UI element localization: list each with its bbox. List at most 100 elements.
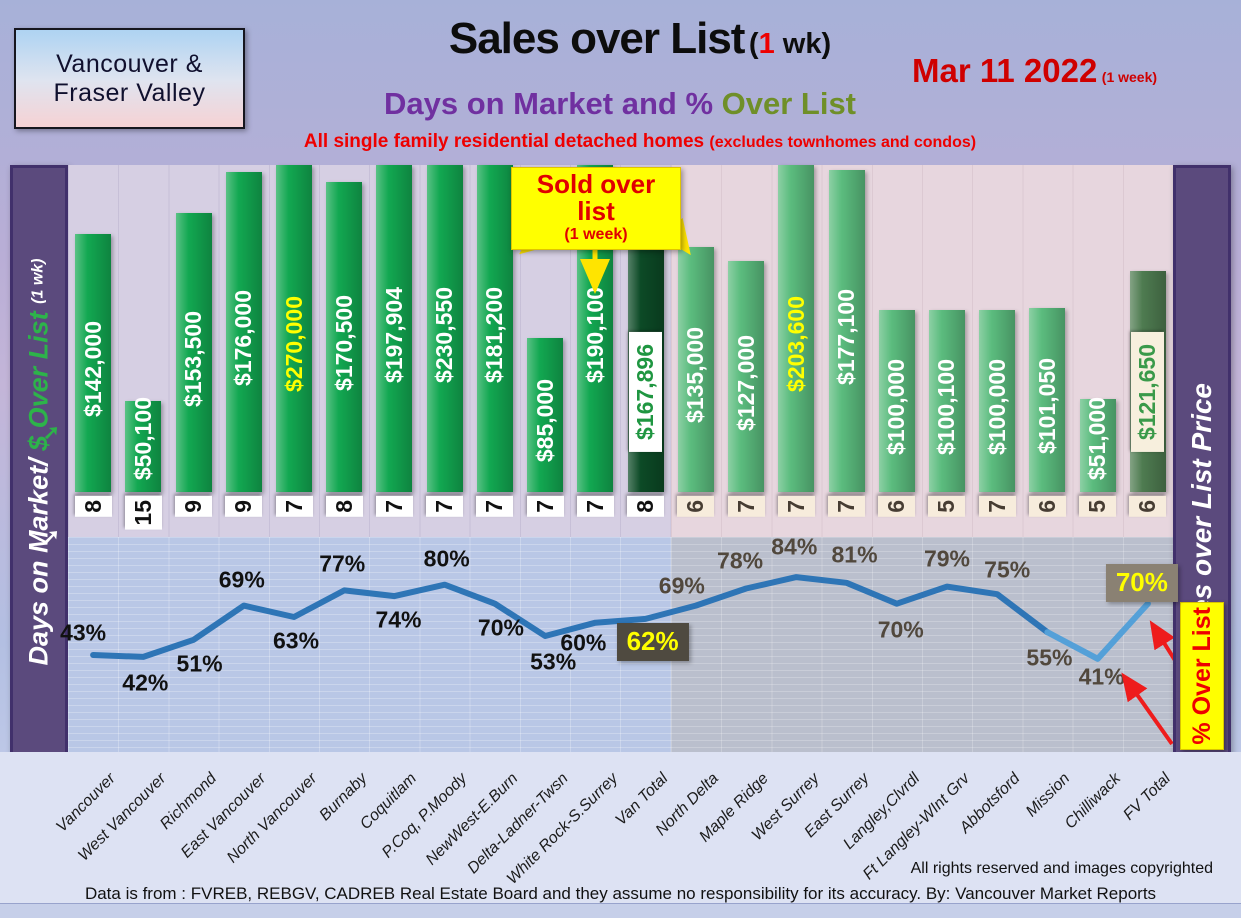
bar-value-fv-total: $121,650 xyxy=(1130,332,1166,452)
pct-over-list-east-surrey: 81% xyxy=(831,541,878,568)
days-on-market-value: 5 xyxy=(1079,496,1117,517)
bar-value-maple-ridge: $127,000 xyxy=(728,335,764,431)
pct-over-list-mission: 55% xyxy=(1026,644,1073,671)
bar-value-newwest-e-burn: $181,200 xyxy=(477,287,513,383)
title-block: Sales over List (1 wk) xyxy=(260,14,1020,64)
bar-value-text: $203,600 xyxy=(782,296,809,392)
days-on-market-value: 7 xyxy=(526,496,564,517)
region-badge-line2: Fraser Valley xyxy=(53,78,206,107)
bar-value-ft-langley-wint-grv: $100,100 xyxy=(929,359,965,455)
days-on-market-value: 6 xyxy=(878,496,916,517)
days-on-market-maple-ridge: 7 xyxy=(727,496,765,517)
bar-value-text: $50,100 xyxy=(129,396,156,480)
report-date-main: Mar 11 2022 xyxy=(912,52,1098,89)
bar-value-west-vancouver: $50,100 xyxy=(125,397,161,480)
bar-value-text: $121,650 xyxy=(1131,332,1165,452)
days-on-market-value: 7 xyxy=(978,496,1016,517)
days-on-market-east-vancouver: 9 xyxy=(225,496,263,517)
bar-value-van-total: $167,896 xyxy=(628,332,664,452)
pct-over-list-box: % Over List xyxy=(1180,602,1224,750)
bars-layer: $142,000 $50,100 $153,500 $176,000 $270,000 $… xyxy=(68,165,1173,758)
days-on-market-value: 7 xyxy=(727,496,765,517)
bar-value-north-vancouver: $270,000 xyxy=(276,296,312,392)
pct-over-list-west-surrey: 84% xyxy=(771,533,818,560)
bar-value-text: $100,100 xyxy=(933,359,960,456)
bar-value-delta-ladner-twsn: $85,000 xyxy=(527,379,563,462)
bar-east-surrey xyxy=(828,170,865,492)
bar-coquitlam xyxy=(376,165,413,492)
days-on-market-coquitlam: 7 xyxy=(375,496,413,517)
days-on-market-richmond: 9 xyxy=(175,496,213,517)
bar-value-coquitlam: $197,904 xyxy=(376,287,412,383)
days-on-market-abbotsford: 7 xyxy=(978,496,1016,517)
pct-over-list-chilliwack: 41% xyxy=(1078,663,1125,690)
bar-east-vancouver xyxy=(225,172,262,492)
report-date-note: (1 week) xyxy=(1101,69,1158,85)
tagline-main: All single family residential detached h… xyxy=(303,131,710,152)
bar-newwest-e-burn xyxy=(476,165,513,492)
bar-value-east-surrey: $177,100 xyxy=(829,289,865,385)
bar-west-surrey xyxy=(778,165,815,492)
bar-value-text: $270,000 xyxy=(280,296,307,392)
bar-p-coq-p-moody xyxy=(426,165,463,492)
days-on-market-value: 7 xyxy=(576,496,614,517)
days-on-market-value: 9 xyxy=(175,496,213,517)
bar-value-mission: $101,050 xyxy=(1029,358,1065,454)
x-label-mission: Mission xyxy=(1023,770,1074,821)
x-label-fv-total: FV Total xyxy=(1120,770,1174,824)
left-axis-label-note: (1 wk) xyxy=(29,258,47,304)
days-on-market-ft-langley-wint-grv: 5 xyxy=(928,496,966,517)
bar-north-vancouver xyxy=(276,165,313,492)
bar-value-text: $100,000 xyxy=(883,359,910,456)
pct-over-list-richmond: 51% xyxy=(176,650,223,677)
bar-value-text: $51,000 xyxy=(1084,396,1111,480)
bar-north-delta xyxy=(677,246,714,492)
days-on-market-value: 7 xyxy=(777,496,815,517)
callout-line2: (1 week) xyxy=(564,225,628,243)
x-label-west-vancouver: West Vancouver xyxy=(74,770,170,865)
bar-abbotsford xyxy=(979,310,1016,492)
bar-value-text: $190,100 xyxy=(581,286,608,383)
pct-over-list-white-rock-s-surrey: 60% xyxy=(560,629,607,656)
pct-over-list-vancouver: 43% xyxy=(60,619,107,646)
days-on-market-white-rock-s-surrey: 7 xyxy=(576,496,614,517)
days-on-market-langley-clvrdl: 6 xyxy=(878,496,916,517)
tagline-note: (excludes townhomes and condos) xyxy=(709,134,977,151)
bar-mission xyxy=(1029,308,1066,492)
bar-burnaby xyxy=(326,182,363,492)
bar-value-text: $170,500 xyxy=(330,295,357,392)
bar-value-text: $177,100 xyxy=(833,289,860,386)
days-on-market-p-coq-p-moody: 7 xyxy=(426,496,464,517)
days-on-market-fv-total: 6 xyxy=(1129,496,1167,517)
plot-area: $142,000 $50,100 $153,500 $176,000 $270,000 $… xyxy=(60,165,1178,758)
pct-over-list-north-delta: 69% xyxy=(658,572,705,599)
bar-value-text: $85,000 xyxy=(531,379,558,463)
days-on-market-north-vancouver: 7 xyxy=(275,496,313,517)
pct-over-list-north-vancouver: 63% xyxy=(272,627,320,654)
footer: Vancouver West Vancouver Richmond East Vanc… xyxy=(0,752,1241,918)
bar-value-burnaby: $170,500 xyxy=(326,295,362,391)
page-title-suffix: (1 wk) xyxy=(748,28,832,60)
pct-labels-layer: 43% 42% 51% 69% 63% 77% 74% 80% 70% 53% 60% 62% 69% 7… xyxy=(60,165,1178,758)
pct-over-list-maple-ridge: 78% xyxy=(717,547,764,573)
bar-value-text: $167,896 xyxy=(629,332,663,452)
page-title: Sales over List xyxy=(448,14,746,63)
bar-maple-ridge xyxy=(728,261,765,492)
bar-west-vancouver xyxy=(125,400,162,492)
bar-value-richmond: $153,500 xyxy=(176,311,212,407)
days-on-market-value: 6 xyxy=(1129,496,1167,517)
green-arrow-icon: ➚ xyxy=(43,422,60,444)
bar-chilliwack xyxy=(1079,399,1116,492)
bar-value-text: $100,000 xyxy=(983,359,1010,456)
bar-value-vancouver: $142,000 xyxy=(75,321,111,417)
region-badge-line1: Vancouver & xyxy=(56,49,203,78)
x-label-newwest-e-burn: NewWest-E.Burn xyxy=(422,770,521,869)
days-on-market-value: 6 xyxy=(1028,496,1066,517)
region-badge: Vancouver & Fraser Valley xyxy=(14,28,245,129)
bar-value-p-coq-p-moody: $230,550 xyxy=(427,287,463,383)
x-label-north-vancouver: North Vancouver xyxy=(223,770,321,867)
days-on-market-value: 15 xyxy=(124,496,162,530)
bar-value-chilliwack: $51,000 xyxy=(1080,397,1116,480)
bar-value-text: $142,000 xyxy=(79,321,106,418)
